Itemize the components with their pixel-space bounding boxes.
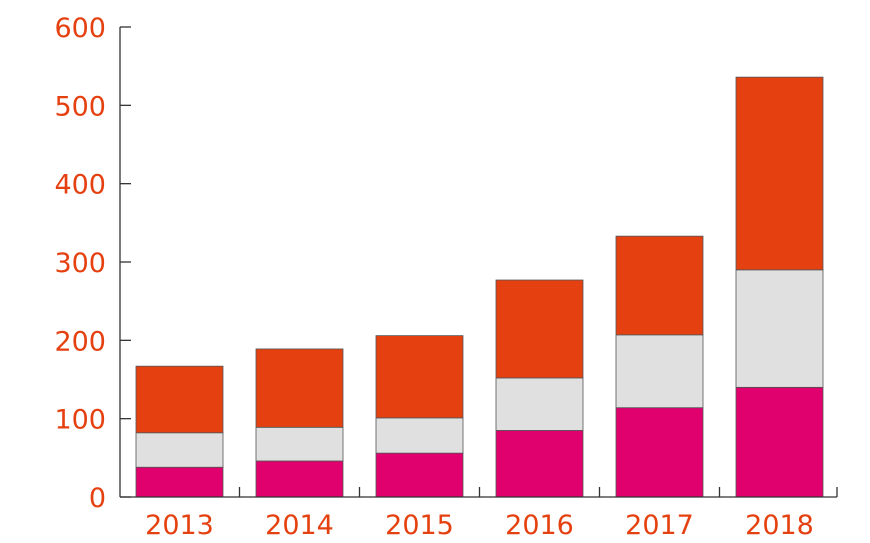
x-tick-label: 2017 [625,510,694,541]
y-tick-label: 200 [54,326,106,357]
bar-segment-2018-s2 [735,269,824,388]
y-tick-label: 100 [54,405,106,436]
bar-segment-2016-s1 [495,430,584,498]
x-tick-label: 2018 [745,510,814,541]
y-axis-ticks: 0 100 200 300 400 500 600 [54,13,131,514]
bar-segment-2015-s2 [375,417,464,454]
bar-segment-2018-s3 [735,76,824,271]
bar-segment-2017-s2 [615,334,704,409]
x-tick-label: 2014 [265,510,334,541]
y-tick-label: 400 [54,170,106,201]
bar-segment-2015-s1 [375,452,464,498]
bars-layer [135,76,824,498]
x-tick-label: 2015 [385,510,454,541]
bar-segment-2016-s3 [495,279,584,379]
x-axis-ticks: 2013 2014 2015 2016 2017 2018 [145,487,838,541]
y-tick-label: 0 [89,483,106,514]
x-tick-label: 2013 [145,510,214,541]
bar-segment-2014-s2 [255,426,344,462]
bar-segment-2013-s1 [135,466,224,498]
y-tick-label: 300 [54,248,106,279]
bar-segment-2014-s1 [255,460,344,498]
y-tick-label: 600 [54,13,106,44]
bar-segment-2013-s2 [135,432,224,468]
bar-segment-2014-s3 [255,348,344,428]
bar-segment-2018-s1 [735,386,824,498]
bar-segment-2015-s3 [375,335,464,419]
y-tick-label: 500 [54,91,106,122]
bar-segment-2013-s3 [135,365,224,434]
bar-segment-2017-s3 [615,235,704,336]
x-tick-label: 2016 [505,510,574,541]
bar-segment-2016-s2 [495,377,584,431]
bar-segment-2017-s1 [615,407,704,498]
